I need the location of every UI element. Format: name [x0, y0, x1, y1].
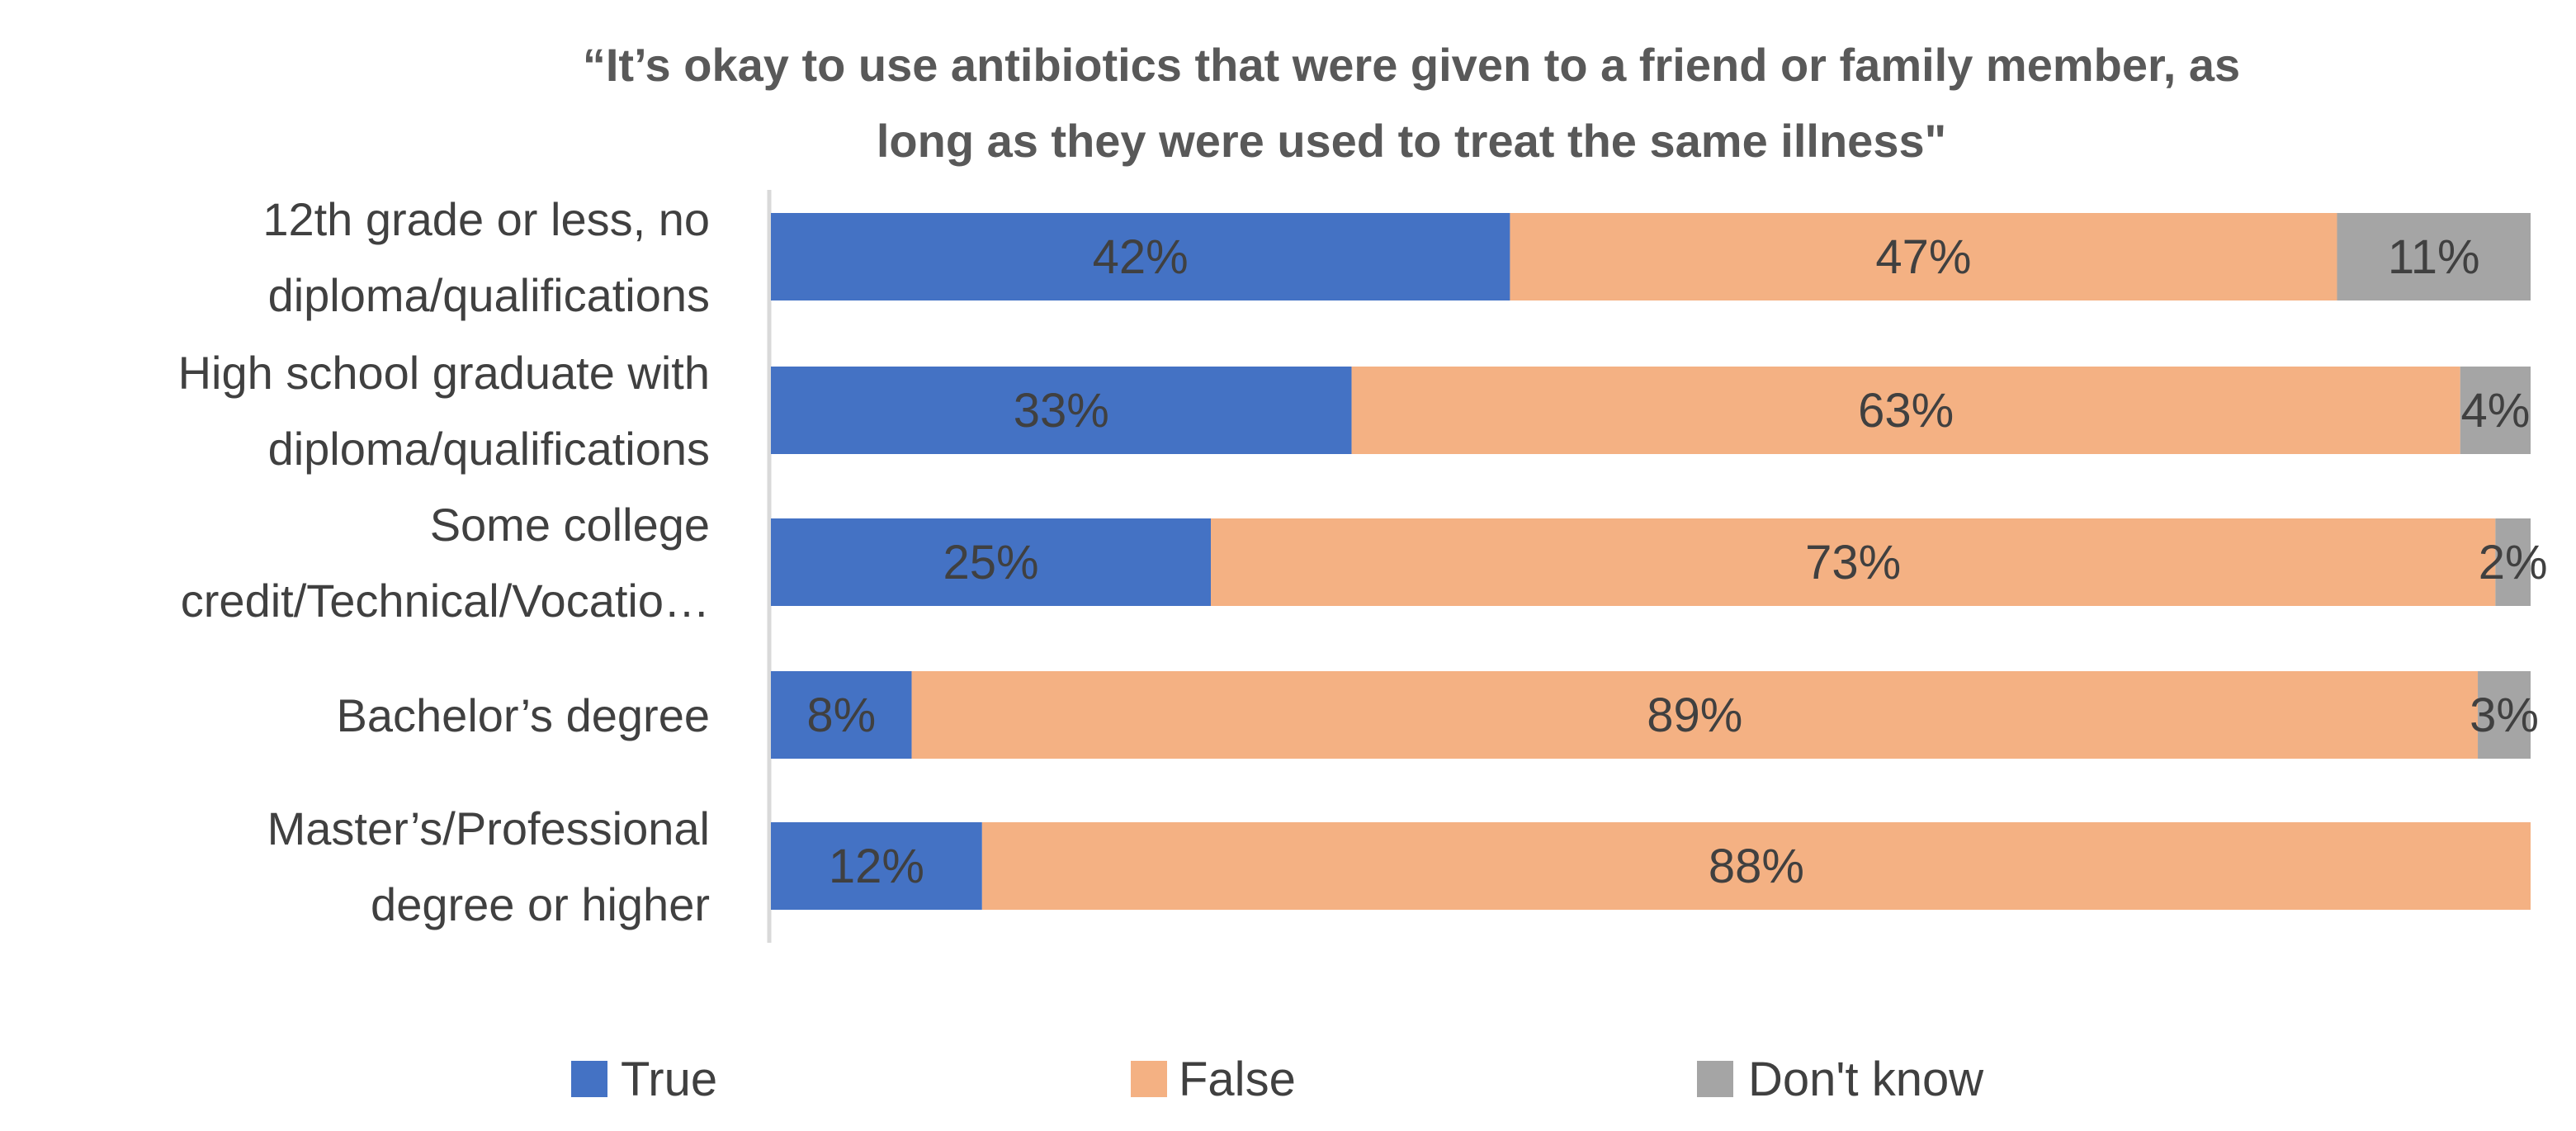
bar-don-t-know-1 [2337, 213, 2531, 300]
category-label: degree or higher [371, 878, 710, 930]
legend-item-don-t-know: Don't know [1697, 1053, 1984, 1106]
bar-false-2 [1351, 367, 2460, 454]
category-label: Master’s/Professional [267, 802, 710, 854]
category-label: diploma/qualifications [268, 269, 710, 321]
legend-item-true: True [571, 1053, 717, 1106]
bar-true-4 [771, 671, 912, 759]
data-label-false-2: 63% [1858, 384, 1954, 438]
data-label-false-4: 89% [1647, 689, 1742, 742]
bar-don-t-know-4 [2478, 671, 2531, 759]
category-labels: 12th grade or less, no diploma/qualificat… [178, 193, 710, 930]
legend-item-false: False [1131, 1053, 1296, 1106]
bar-false-3 [1211, 518, 2496, 606]
bar-true-1 [771, 213, 1510, 300]
data-label-don-t-know-2: 4% [2460, 384, 2530, 438]
data-label-true-1: 42% [1093, 230, 1189, 284]
legend-label: True [621, 1053, 717, 1106]
bar-true-3 [771, 518, 1211, 606]
data-label-false-1: 47% [1875, 230, 1971, 284]
bar-false-1 [1510, 213, 2337, 300]
bars [771, 213, 2531, 910]
category-label: 12th grade or less, no [262, 193, 710, 245]
data-label-don-t-know-4: 3% [2470, 689, 2539, 742]
legend-swatch [1697, 1061, 1733, 1097]
legend: True False Don't know [571, 1053, 1984, 1106]
data-label-true-5: 12% [829, 840, 924, 893]
legend-swatch [1131, 1061, 1167, 1097]
data-label-don-t-know-1: 11% [2388, 230, 2480, 284]
legend-label: False [1179, 1053, 1296, 1106]
legend-swatch [571, 1061, 607, 1097]
data-label-true-4: 8% [806, 689, 876, 742]
bar-don-t-know-3 [2495, 518, 2531, 606]
data-label-false-5: 88% [1709, 840, 1804, 893]
chart-title-line: long as they were used to treat the same… [877, 115, 1946, 167]
chart-title-line: “It’s okay to use antibiotics that were … [583, 39, 2240, 91]
bar-false-5 [981, 822, 2531, 910]
bar-false-4 [911, 671, 2479, 759]
category-label: High school graduate with [178, 347, 710, 399]
category-label: Bachelor’s degree [337, 689, 710, 741]
data-label-false-3: 73% [1805, 536, 1901, 589]
data-labels: 42% 47% 11% 33% 63% 4% 25% 73% 2% 8% 89% 3% 12% 88% [806, 230, 2547, 893]
bar-true-2 [771, 367, 1352, 454]
chart-title: “It’s okay to use antibiotics that were … [583, 39, 2240, 167]
legend-label: Don't know [1748, 1053, 1984, 1106]
category-label: diploma/qualifications [268, 423, 710, 475]
category-label: Some college [430, 499, 710, 551]
bar-don-t-know-2 [2460, 367, 2531, 454]
bar-true-5 [771, 822, 982, 910]
data-label-true-2: 33% [1014, 384, 1109, 438]
data-label-true-3: 25% [943, 536, 1038, 589]
category-label: credit/Technical/Vocatio… [181, 575, 710, 627]
data-label-don-t-know-3: 2% [2479, 536, 2548, 589]
